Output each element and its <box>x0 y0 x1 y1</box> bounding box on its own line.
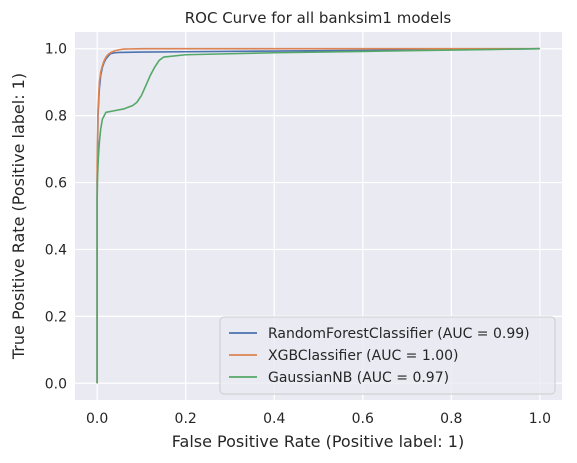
legend-label: XGBClassifier (AUC = 1.00) <box>268 348 458 364</box>
series-layer <box>96 47 540 384</box>
roc-series-line <box>96 47 540 384</box>
x-tick-label: 0.6 <box>352 411 374 427</box>
x-tick-label: 0.8 <box>440 411 462 427</box>
y-tick-label: 0.4 <box>45 242 67 258</box>
x-tick-label: 0.2 <box>175 411 197 427</box>
y-tick-label: 0.8 <box>45 109 67 125</box>
grid <box>75 32 562 400</box>
x-tick-label: 1.0 <box>529 411 551 427</box>
roc-series-line <box>96 47 540 384</box>
x-tick-label: 0.0 <box>86 411 108 427</box>
y-tick-labels: 0.0 0.2 0.4 0.6 0.8 1.0 <box>45 42 67 393</box>
legend-box <box>219 316 556 395</box>
chart-title: ROC Curve for all banksim1 models <box>185 9 452 27</box>
legend-label: RandomForestClassifier (AUC = 0.99) <box>268 326 530 342</box>
x-tick-labels: 0.0 0.2 0.4 0.6 0.8 1.0 <box>86 411 551 427</box>
y-axis-label: True Positive Rate (Positive label: 1) <box>9 73 28 360</box>
x-tick-label: 0.4 <box>263 411 285 427</box>
y-tick-label: 0.6 <box>45 176 67 192</box>
x-axis-label: False Positive Rate (Positive label: 1) <box>172 432 464 451</box>
y-tick-label: 0.2 <box>45 309 67 325</box>
legend-label: GaussianNB (AUC = 0.97) <box>268 370 449 386</box>
y-tick-label: 0.0 <box>45 376 67 392</box>
y-tick-label: 1.0 <box>45 42 67 58</box>
legend: RandomForestClassifier (AUC = 0.99) XGBCl… <box>219 316 556 395</box>
